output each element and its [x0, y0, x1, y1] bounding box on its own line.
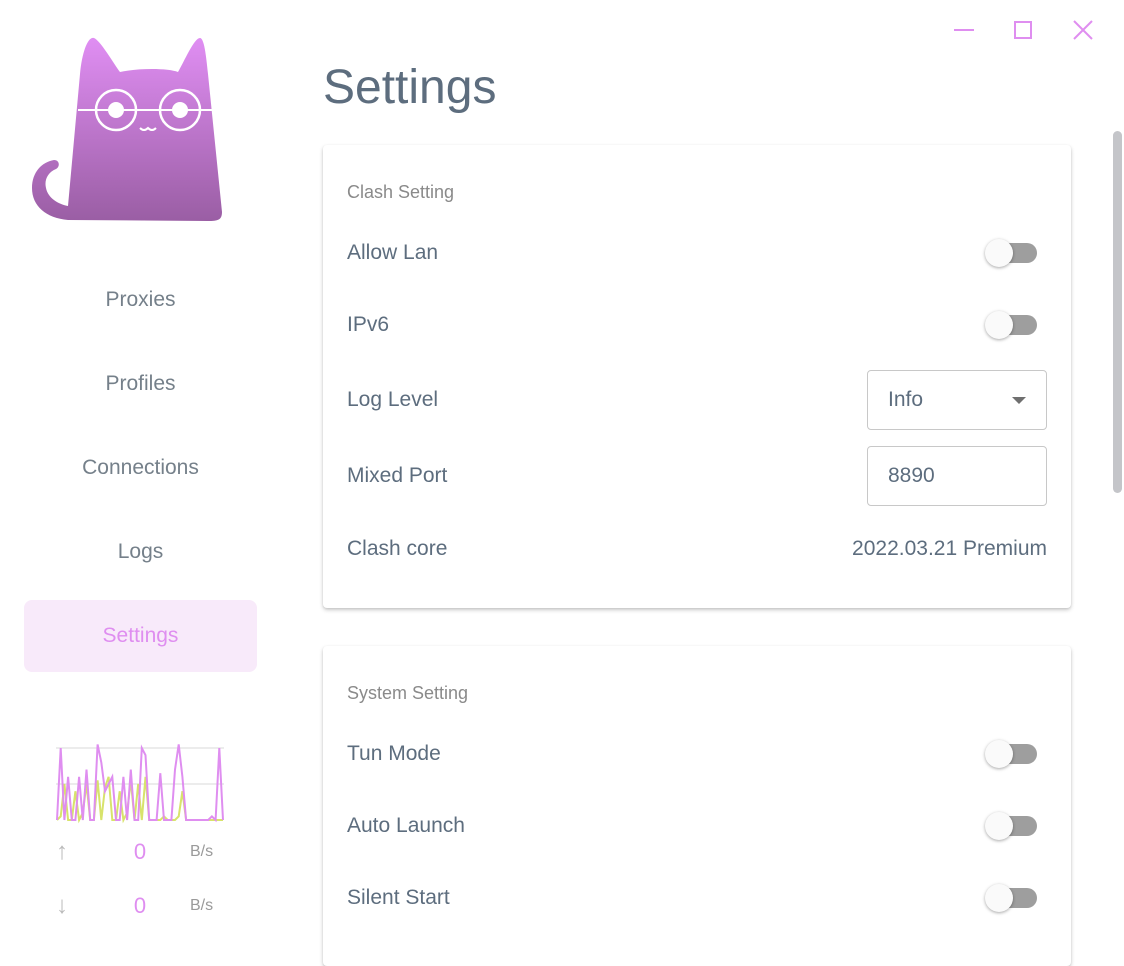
arrow-down-icon: ↓ — [56, 892, 68, 919]
row-label: Clash core — [347, 537, 448, 560]
mixed-port-value: 8890 — [888, 464, 935, 487]
tun-mode-toggle[interactable] — [985, 740, 1041, 768]
arrow-up-icon: ↑ — [56, 838, 68, 865]
download-traffic: ↓ 0 B/s — [56, 892, 226, 920]
log-level-row: Log Level Info — [347, 361, 1047, 439]
system-setting-card: System Setting Tun Mode Auto Launch Sile… — [323, 646, 1071, 966]
mixed-port-input[interactable]: 8890 — [867, 446, 1047, 506]
sidebar-nav: Proxies Profiles Connections Logs Settin… — [24, 264, 257, 684]
scrollbar[interactable] — [1113, 131, 1122, 493]
allow-lan-row: Allow Lan — [347, 217, 1047, 289]
close-icon[interactable] — [1071, 18, 1095, 42]
log-level-select[interactable]: Info — [867, 370, 1047, 430]
sidebar-item-settings[interactable]: Settings — [24, 600, 257, 672]
log-level-value: Info — [888, 388, 924, 411]
allow-lan-toggle[interactable] — [985, 239, 1041, 267]
download-unit: B/s — [190, 897, 214, 914]
ipv6-row: IPv6 — [347, 289, 1047, 361]
clash-core-row: Clash core 2022.03.21 Premium — [347, 513, 1047, 585]
traffic-graph — [56, 744, 224, 824]
row-label: Tun Mode — [347, 742, 441, 765]
row-label: Log Level — [347, 388, 439, 411]
row-label: Mixed Port — [347, 464, 448, 487]
clash-core-version: 2022.03.21 Premium — [852, 537, 1047, 560]
cat-logo — [32, 37, 222, 222]
minimize-icon[interactable] — [952, 18, 976, 42]
upload-series-line — [56, 744, 224, 823]
auto-launch-row: Auto Launch — [347, 790, 1047, 862]
clash-setting-card: Clash Setting Allow Lan IPv6 Log Level I… — [323, 145, 1071, 608]
sidebar-item-proxies[interactable]: Proxies — [105, 288, 176, 311]
auto-launch-toggle[interactable] — [985, 812, 1041, 840]
page-title: Settings — [323, 61, 497, 114]
row-label: Auto Launch — [347, 814, 465, 837]
upload-traffic: ↑ 0 B/s — [56, 838, 226, 866]
caret-down-icon — [1012, 396, 1026, 404]
upload-unit: B/s — [190, 843, 214, 860]
card-title: System Setting — [347, 682, 469, 703]
sidebar-item-profiles[interactable]: Profiles — [105, 372, 176, 395]
silent-start-row: Silent Start — [347, 862, 1047, 934]
row-label: Allow Lan — [347, 241, 439, 264]
maximize-icon[interactable] — [1011, 18, 1035, 42]
sidebar-item-connections[interactable]: Connections — [82, 456, 199, 479]
download-speed: 0 — [133, 893, 147, 918]
tun-mode-row: Tun Mode — [347, 718, 1047, 790]
upload-speed: 0 — [133, 839, 147, 864]
ipv6-toggle[interactable] — [985, 311, 1041, 339]
row-label: IPv6 — [347, 313, 390, 336]
sidebar: Proxies Profiles Connections Logs Settin… — [0, 0, 280, 937]
row-label: Silent Start — [347, 886, 450, 909]
mixed-port-row: Mixed Port 8890 — [347, 439, 1047, 513]
card-title: Clash Setting — [347, 181, 455, 202]
silent-start-toggle[interactable] — [985, 884, 1041, 912]
sidebar-item-logs[interactable]: Logs — [117, 540, 164, 563]
